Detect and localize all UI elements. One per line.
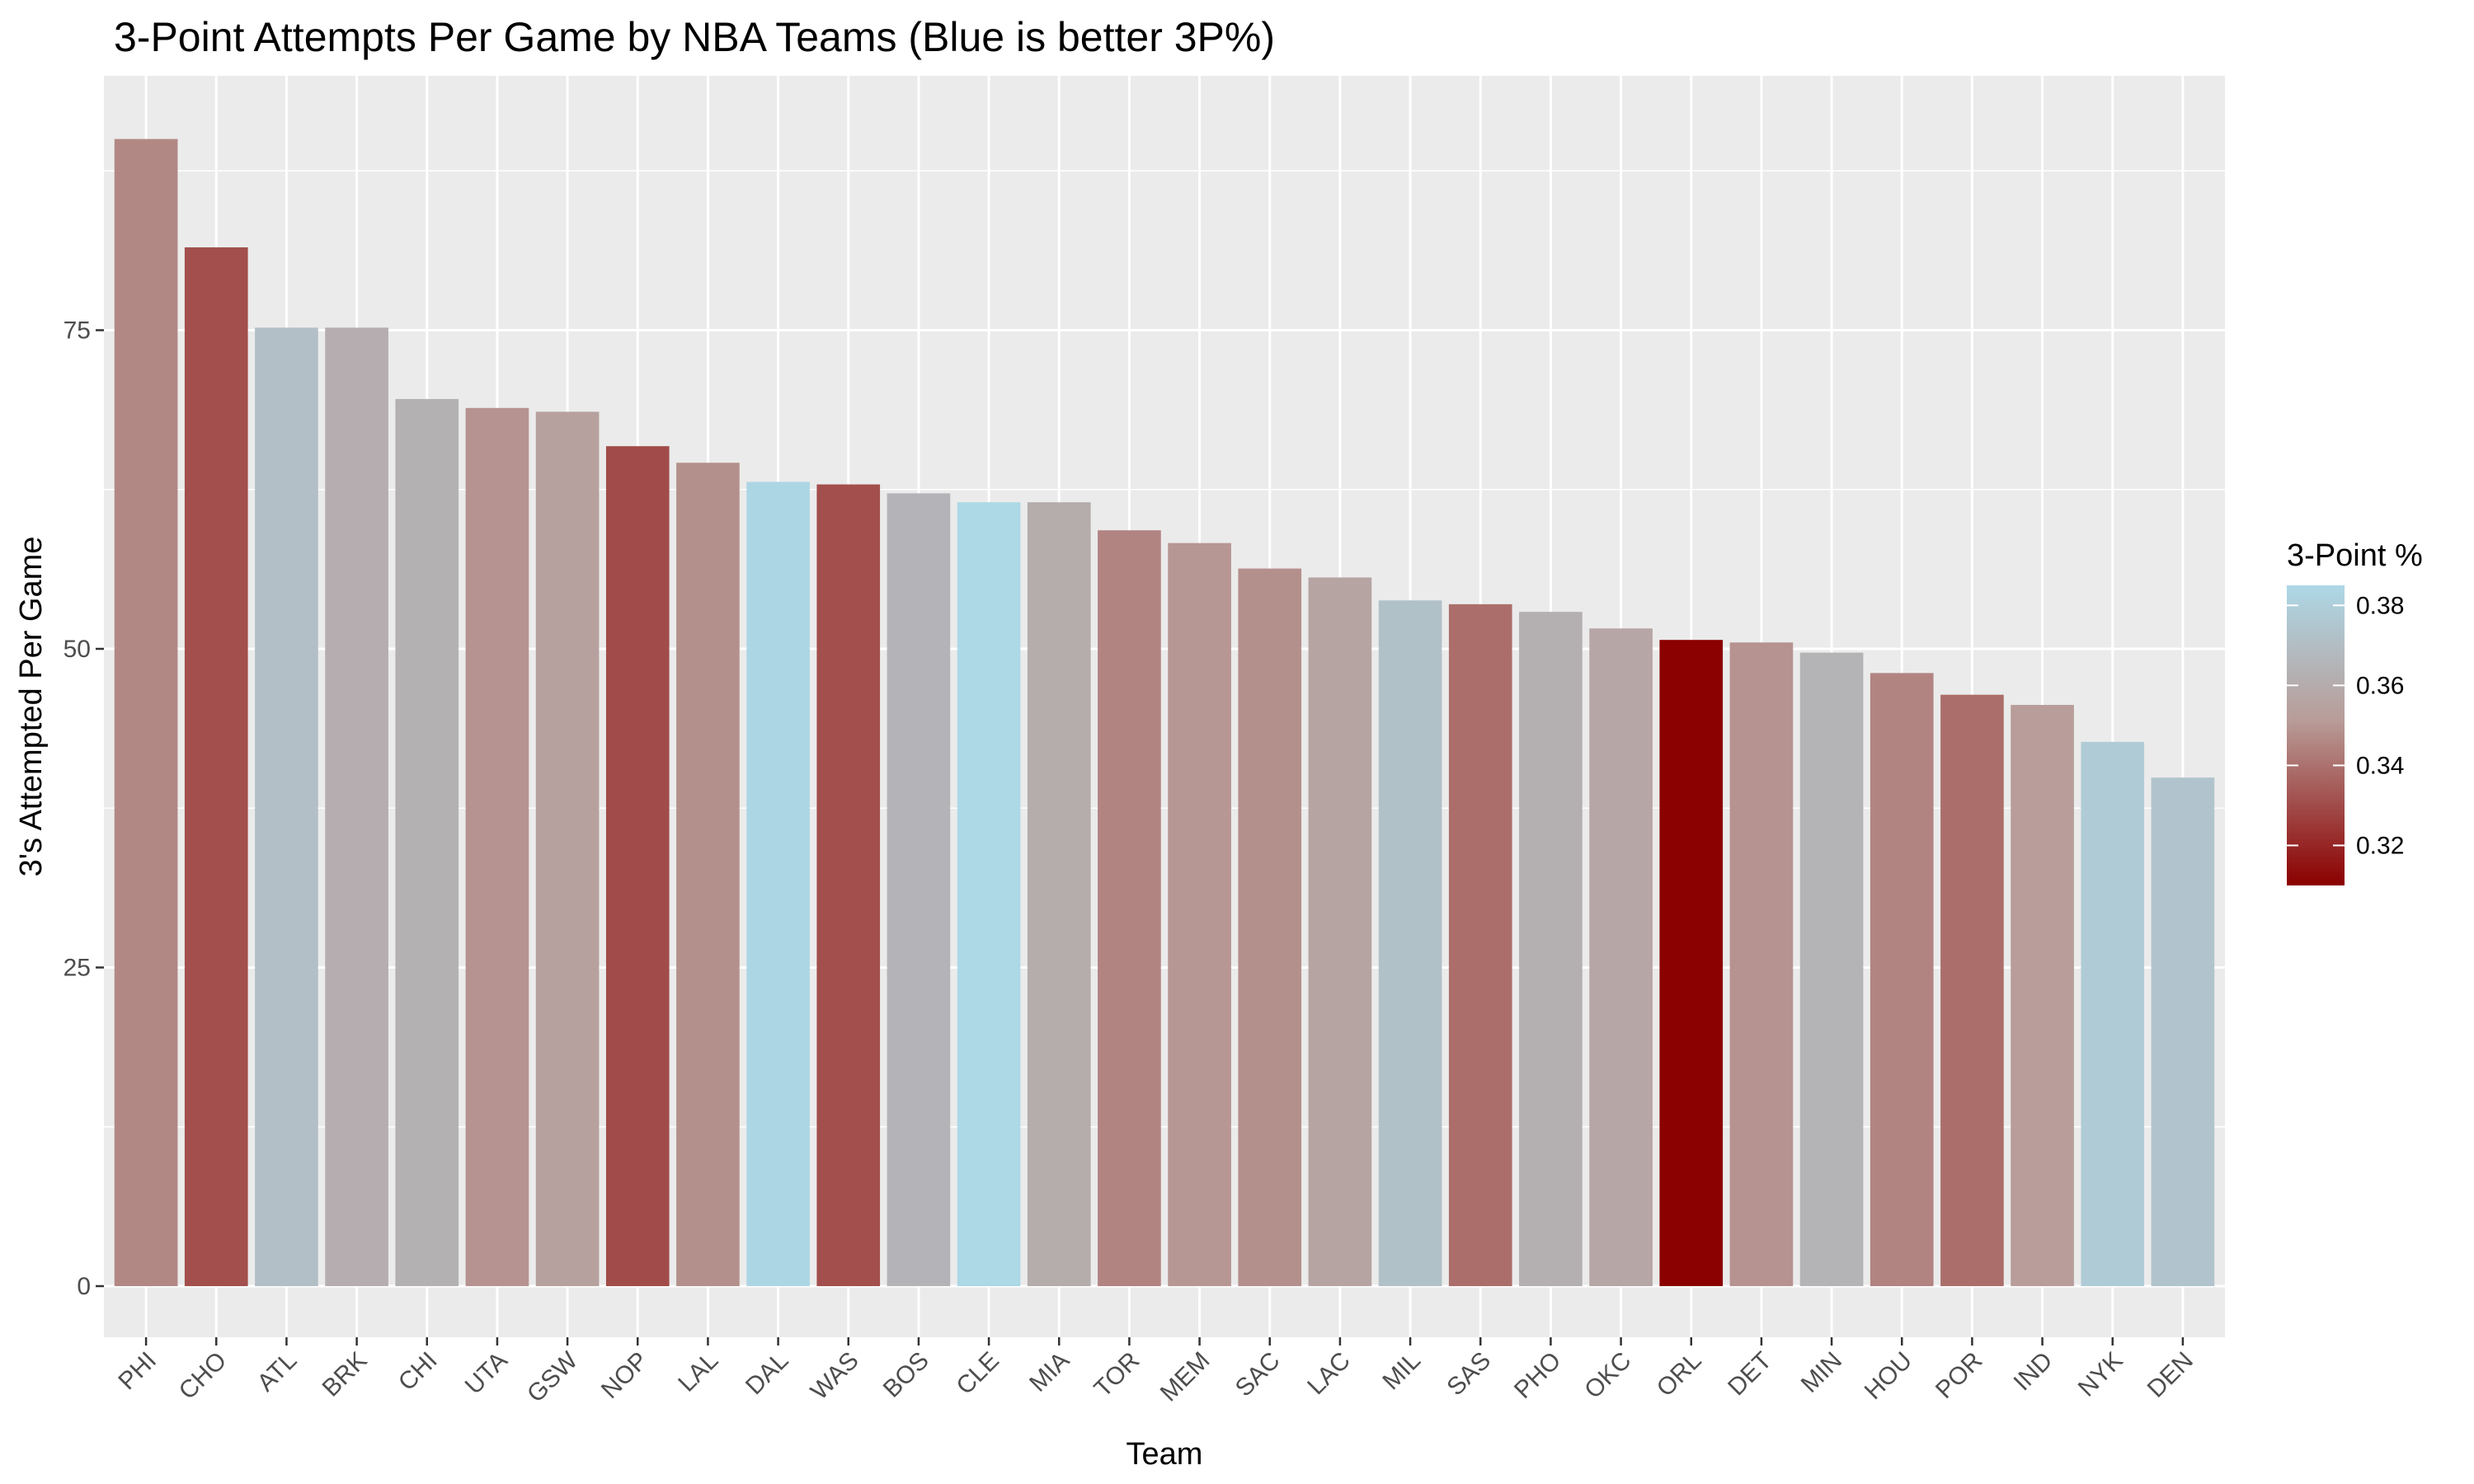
bar-brk [325, 327, 388, 1287]
y-tick-label: 0 [77, 1273, 91, 1300]
legend-tick-label: 0.32 [2356, 832, 2404, 859]
legend: 3-Point % 0.32 0.34 0.36 0.38 [2287, 538, 2423, 885]
x-tick-label: MIA [1024, 1347, 1075, 1397]
x-tick-label: IND [2009, 1347, 2058, 1397]
x-axis-title: Team [1126, 1437, 1203, 1472]
y-tick-label: 75 [63, 317, 91, 345]
x-axis-ticks: PHI CHO ATL BRK CHI UTA GSW NOP LAL DAL WAS BOS CLE M… [113, 1337, 2199, 1408]
x-tick-label: HOU [1860, 1347, 1917, 1405]
x-tick-label: GSW [522, 1346, 583, 1407]
x-tick-label: MEM [1155, 1347, 1216, 1407]
x-tick-label: MIL [1377, 1347, 1426, 1396]
bar-pho [1519, 612, 1583, 1286]
chart-title: 3-Point Attempts Per Game by NBA Teams (… [114, 14, 1275, 60]
x-tick-label: LAL [673, 1347, 723, 1397]
bar-nop [605, 446, 670, 1286]
x-tick-label: CHO [174, 1347, 232, 1405]
legend-tick-label: 0.36 [2356, 672, 2404, 699]
bar-sac [1238, 568, 1302, 1286]
legend-tick-label: 0.38 [2356, 592, 2404, 619]
bar-lal [676, 463, 740, 1286]
bar-cho [184, 247, 248, 1286]
x-tick-label: POR [1931, 1347, 1987, 1404]
bar-den [2151, 777, 2215, 1286]
bar-nyk [2081, 741, 2145, 1286]
bar-chi [395, 398, 459, 1286]
x-tick-label: TOR [1089, 1347, 1145, 1403]
bar-gsw [535, 411, 600, 1287]
y-axis-ticks: 0 25 50 75 [63, 317, 104, 1300]
bar-mem [1168, 542, 1231, 1286]
bar-lac [1308, 577, 1372, 1286]
legend-title: 3-Point % [2287, 538, 2423, 573]
x-tick-label: WAS [806, 1347, 864, 1406]
x-tick-label: CHI [393, 1347, 443, 1397]
bar-mil [1378, 600, 1442, 1286]
x-tick-label: SAS [1442, 1347, 1496, 1402]
bar-mia [1027, 502, 1091, 1286]
x-tick-label: DAL [741, 1347, 794, 1401]
bar-orl [1659, 640, 1724, 1286]
bar-phi [114, 139, 178, 1287]
bar-por [1940, 694, 2004, 1286]
bar-dal [746, 481, 810, 1286]
y-tick-label: 25 [63, 955, 91, 982]
x-tick-label: ORL [1652, 1347, 1707, 1402]
x-tick-label: UTA [460, 1347, 513, 1400]
x-tick-label: NOP [596, 1347, 653, 1404]
bar-was [816, 484, 881, 1286]
x-tick-label: LAC [1302, 1347, 1356, 1401]
x-tick-label: PHO [1509, 1347, 1566, 1404]
x-tick-label: CLE [951, 1347, 1004, 1401]
bar-hou [1870, 673, 1934, 1286]
x-tick-label: DET [1723, 1347, 1777, 1402]
legend-ticks: 0.32 0.34 0.36 0.38 [2287, 592, 2404, 859]
bars [114, 139, 2215, 1287]
x-tick-label: OKC [1579, 1347, 1636, 1404]
bar-ind [2011, 705, 2074, 1286]
x-tick-label: SAC [1230, 1347, 1286, 1402]
bar-min [1799, 652, 1864, 1286]
bar-atl [255, 327, 318, 1287]
x-tick-label: DEN [2142, 1347, 2199, 1403]
legend-tick-label: 0.34 [2356, 752, 2404, 779]
x-tick-label: BRK [317, 1347, 373, 1402]
bar-uta [465, 407, 529, 1286]
y-tick-label: 50 [63, 636, 91, 663]
x-tick-label: BOS [878, 1347, 934, 1403]
bar-det [1729, 642, 1794, 1286]
x-tick-label: PHI [113, 1347, 162, 1396]
legend-colorbar [2287, 585, 2345, 885]
bar-bos [887, 493, 951, 1286]
bar-sas [1448, 603, 1512, 1286]
bar-cle [957, 502, 1021, 1286]
y-axis-title: 3's Attempted Per Game [14, 537, 49, 877]
bar-okc [1589, 628, 1653, 1286]
x-tick-label: NYK [2073, 1347, 2128, 1402]
x-tick-label: ATL [252, 1347, 303, 1397]
bar-tor [1098, 530, 1161, 1286]
x-tick-label: MIN [1796, 1347, 1847, 1398]
